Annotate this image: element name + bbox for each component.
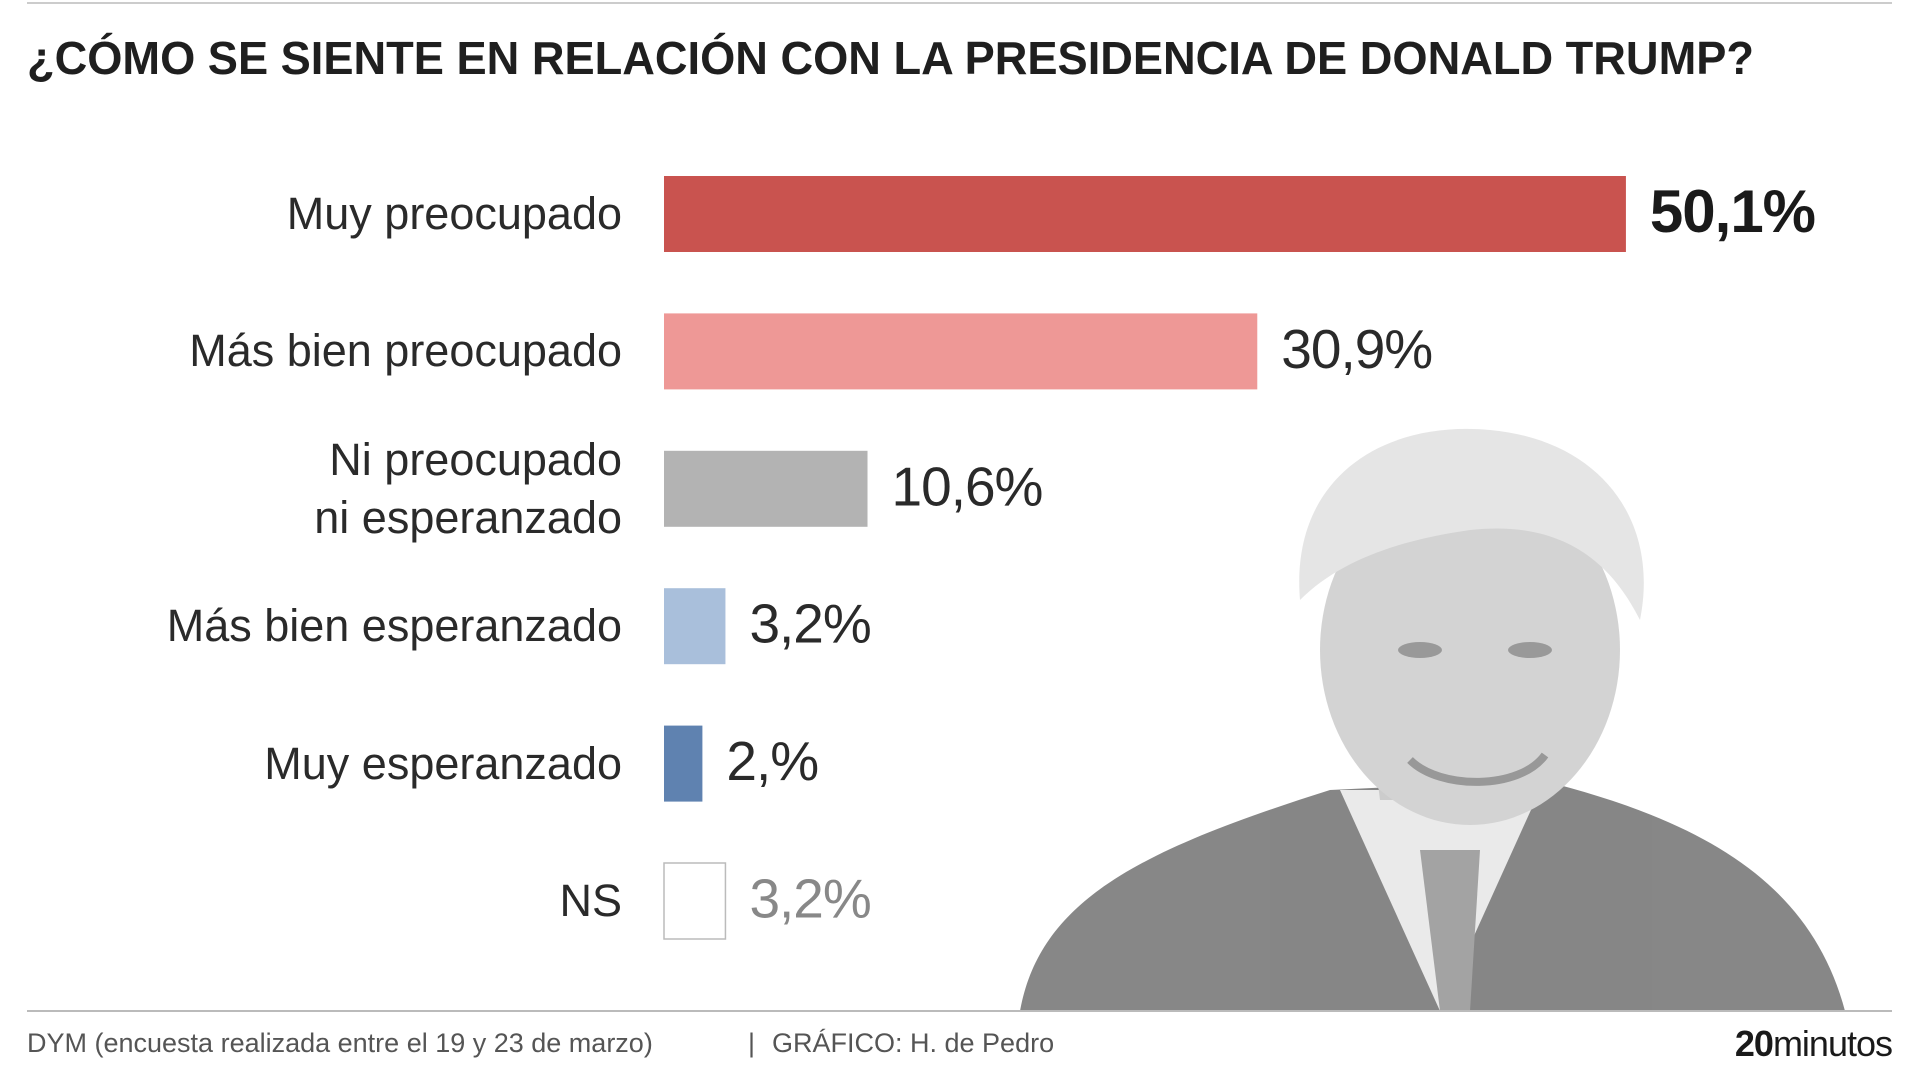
value-label: 50,1% [1650,178,1815,245]
category-label: Más bien preocupado [189,325,622,377]
bar [664,313,1258,390]
value-label: 3,2% [749,593,870,655]
value-label: 30,9% [1281,318,1432,380]
value-label: 3,2% [749,868,870,930]
category-label: Muy esperanzado [264,737,622,789]
bar [664,588,726,665]
bar [664,725,703,802]
bar [664,450,868,527]
source: DYM (encuesta realizada entre el 19 y 23… [27,1028,653,1058]
category-label: Más bien esperanzado [166,600,622,652]
value-label: 10,6% [892,455,1043,517]
value-label: 2,% [726,730,818,792]
chart-title: ¿CÓMO SE SIENTE EN RELACIÓN CON LA PRESI… [27,32,1754,84]
category-label: Ni preocupado ni esperanzado [314,433,622,543]
category-label: NS [559,875,622,926]
logo-rest: minutos [1773,1023,1892,1064]
logo: 20minutos [1735,1023,1892,1064]
credit: GRÁFICO: H. de Pedro [772,1028,1054,1058]
separator: | [748,1028,755,1058]
logo-bold: 20 [1735,1023,1773,1064]
bar [663,862,727,940]
bar [664,176,1626,252]
category-label: Muy preocupado [286,188,622,239]
portrait [1020,428,1845,1011]
